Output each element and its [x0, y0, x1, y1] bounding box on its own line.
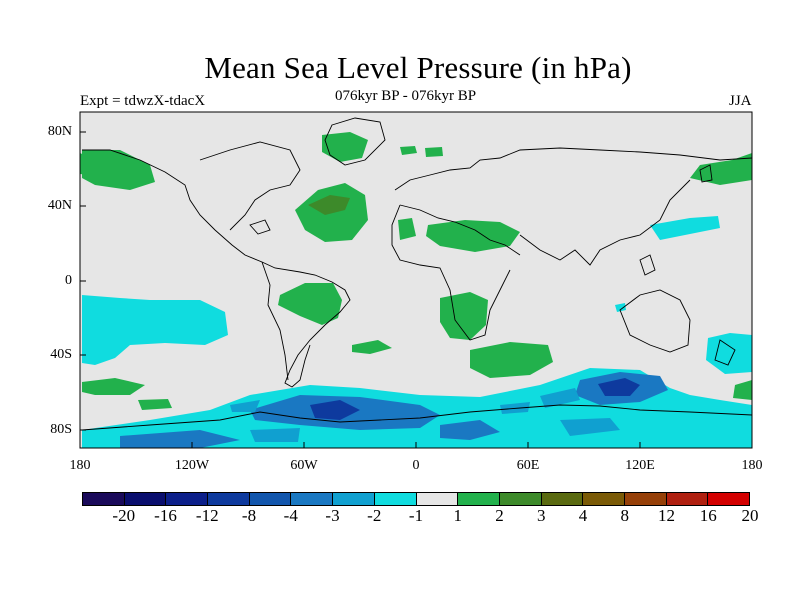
colorbar-label: 8: [620, 506, 630, 525]
lon-label-60w: 60W: [290, 458, 318, 473]
colorbar-label: -12: [195, 506, 219, 525]
colorbar-label: 1: [453, 506, 463, 525]
lat-label-80s: 80S: [50, 422, 72, 437]
strong-positive-core: [308, 195, 350, 215]
coastlines: [81, 117, 753, 431]
lon-label-120e: 120E: [625, 458, 655, 473]
colorbar-label: 4: [578, 506, 588, 525]
colorbar-swatch: [208, 493, 250, 505]
colorbar-label: 2: [495, 506, 504, 525]
lon-label-180e: 180: [741, 458, 763, 473]
strong-negative-cores: [310, 378, 640, 420]
colorbar-label: 3: [537, 506, 546, 525]
colorbar-label: -1: [408, 506, 424, 525]
colorbar: [82, 492, 750, 506]
positive-anomaly-regions: [80, 132, 752, 410]
colorbar-swatch: [666, 493, 709, 505]
lon-label-180w: 180: [69, 458, 91, 473]
lat-label-80n: 80N: [47, 124, 72, 139]
lon-label-60e: 60E: [516, 458, 540, 473]
colorbar-label: -4: [283, 506, 298, 525]
colorbar-swatch: [583, 493, 625, 505]
colorbar-swatch: [541, 493, 584, 505]
experiment-label: Expt = tdwzX-tdacX: [80, 93, 206, 109]
colorbar-label: 12: [658, 506, 675, 525]
colorbar-label: -16: [154, 506, 177, 525]
colorbar-label: -20: [112, 506, 136, 525]
weak-negative-regions: [230, 388, 620, 442]
colorbar-label: 20: [741, 506, 759, 525]
colorbar-swatch: [166, 493, 209, 505]
colorbar-label: -2: [367, 506, 382, 525]
colorbar-swatch: [83, 493, 125, 505]
colorbar-swatch: [374, 493, 417, 505]
lat-label-0: 0: [65, 273, 72, 288]
season-label: JJA: [729, 93, 752, 109]
chart-subtitle: 076kyr BP - 076kyr BP: [335, 88, 477, 104]
colorbar-swatch: [249, 493, 292, 505]
colorbar-swatch: [416, 493, 459, 505]
colorbar-swatch: [291, 493, 334, 505]
colorbar-swatch: [333, 493, 375, 505]
lon-label-120w: 120W: [174, 458, 210, 473]
chart-title: Mean Sea Level Pressure (in hPa): [204, 50, 632, 85]
colorbar-label: 16: [699, 506, 717, 525]
colorbar-label: -8: [241, 506, 257, 525]
colorbar-swatch: [499, 493, 542, 505]
colorbar-swatch: [624, 493, 667, 505]
lon-label-0: 0: [412, 458, 420, 473]
colorbar-swatch: [708, 493, 749, 505]
colorbar-label: -3: [325, 506, 340, 525]
colorbar-swatch: [458, 493, 500, 505]
tick-marks: [79, 131, 753, 448]
lat-label-40n: 40N: [47, 198, 72, 213]
lat-label-40s: 40S: [50, 347, 72, 362]
colorbar-swatch: [124, 493, 167, 505]
